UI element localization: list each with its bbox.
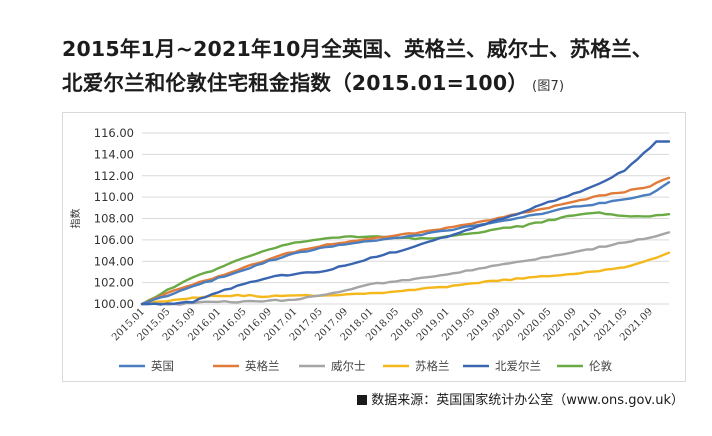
- series-line-北爱尔兰: [140, 140, 671, 306]
- x-axis: 2015.012015.052015.092016.012016.052016.…: [110, 306, 655, 343]
- y-tick-label: 100.00: [94, 297, 134, 311]
- y-tick-label: 104.00: [94, 254, 134, 268]
- y-axis: 100.00 102.00 104.00 106.00 108.00 110.00 112.…: [69, 126, 134, 311]
- series-line-威尔士: [140, 231, 671, 306]
- legend-label: 苏格兰: [415, 359, 450, 373]
- y-tick-label: 110.00: [94, 190, 134, 204]
- y-tick-label: 114.00: [94, 147, 134, 161]
- y-tick-label: 106.00: [94, 233, 134, 247]
- legend-label: 英格兰: [245, 359, 280, 373]
- data-source-text: 数据来源：英国国家统计办公室（www.ons.gov.uk）: [371, 393, 684, 408]
- y-tick-label: 112.00: [94, 169, 134, 183]
- gridlines: [142, 132, 669, 305]
- square-bullet-icon: [357, 395, 368, 405]
- y-axis-label: 指数: [69, 209, 82, 229]
- y-tick-label: 116.00: [94, 126, 134, 140]
- chart-panel: 100.00 102.00 104.00 106.00 108.00 110.00 112.…: [62, 112, 686, 382]
- series-line-英国: [140, 180, 671, 306]
- chart-title-line-2: 北爱尔兰和伦敦住宅租金指数（2015.01=100） (图7): [62, 66, 564, 96]
- series-line-苏格兰: [140, 251, 671, 306]
- legend: 英国 英格兰 威尔士 苏格兰 北爱尔兰 伦敦: [119, 359, 612, 373]
- y-tick-label: 108.00: [94, 212, 134, 226]
- legend-label: 英国: [151, 359, 174, 373]
- data-source-note: 数据来源：英国国家统计办公室（www.ons.gov.uk）: [357, 389, 684, 408]
- figure-label: (图7): [532, 79, 565, 94]
- legend-label: 北爱尔兰: [495, 359, 541, 373]
- series-lines: [140, 140, 671, 306]
- line-chart: 100.00 102.00 104.00 106.00 108.00 110.00 112.…: [69, 126, 671, 373]
- chart-title-text: 北爱尔兰和伦敦住宅租金指数（2015.01=100）: [62, 71, 529, 95]
- chart-title-line-1: 2015年1月~2021年10月全英国、英格兰、威尔士、苏格兰、: [62, 37, 653, 61]
- y-tick-label: 102.00: [94, 276, 134, 290]
- legend-label: 威尔士: [331, 359, 366, 373]
- series-line-英格兰: [140, 176, 671, 306]
- legend-label: 伦敦: [589, 359, 612, 373]
